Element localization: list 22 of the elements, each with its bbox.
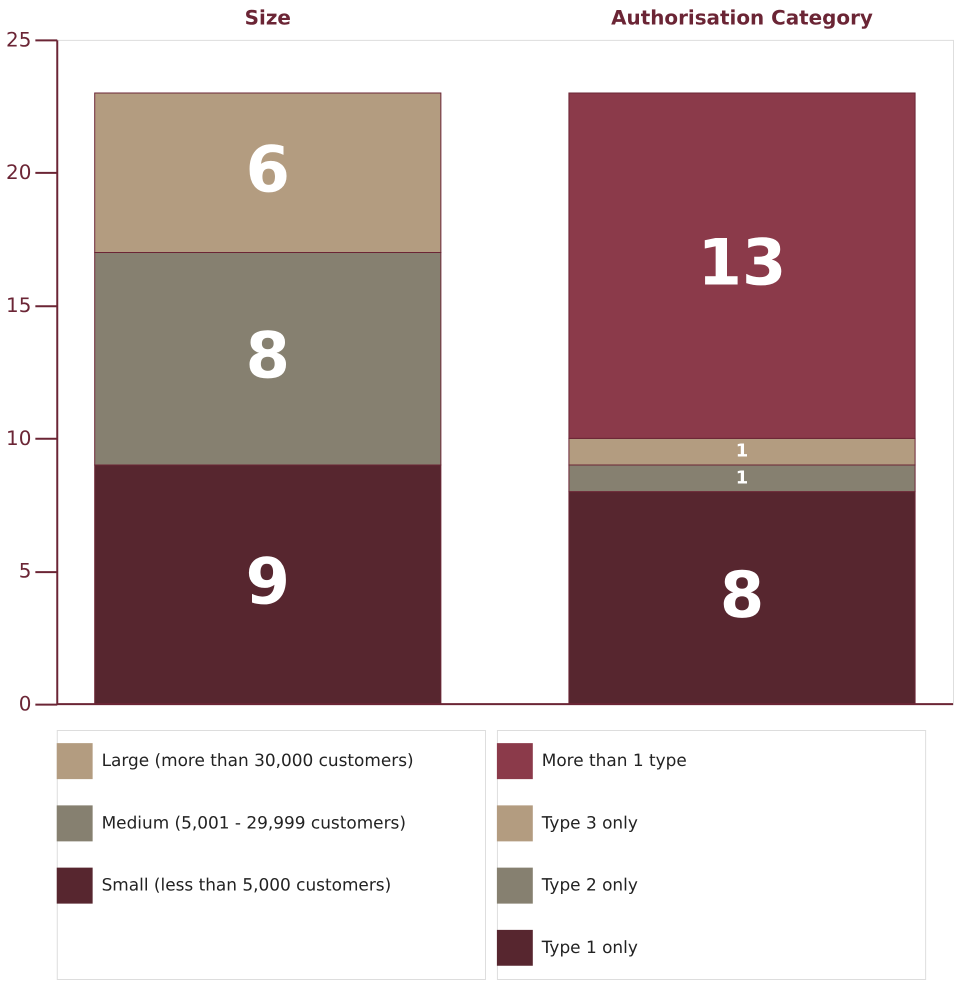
y-tick-label: 5 <box>18 560 32 583</box>
legend-label: Medium (5,001 - 29,999 customers) <box>102 812 406 832</box>
data-label: 1 <box>736 440 748 462</box>
x-tick-label: Size <box>244 6 291 30</box>
data-label: 6 <box>246 134 290 208</box>
data-label: 8 <box>720 558 764 633</box>
data-label: 13 <box>698 226 786 301</box>
y-tick-label: 0 <box>18 692 32 716</box>
legend-label: More than 1 type <box>542 750 687 770</box>
legend-label: Small (less than 5,000 customers) <box>102 874 392 895</box>
legend-label: Type 1 only <box>540 936 638 957</box>
data-label: 1 <box>736 467 748 488</box>
legend-label: Type 2 only <box>540 874 638 895</box>
y-tick-label: 25 <box>6 28 32 52</box>
y-tick-label: 20 <box>6 161 32 184</box>
y-tick-label: 15 <box>6 294 32 318</box>
legend-label: Large (more than 30,000 customers) <box>102 750 414 770</box>
legend-label: Type 3 only <box>540 812 638 832</box>
data-label: 8 <box>246 320 290 394</box>
data-label: 9 <box>246 545 290 620</box>
y-tick-label: 10 <box>6 426 32 450</box>
x-tick-label: Authorisation Category <box>611 6 873 30</box>
